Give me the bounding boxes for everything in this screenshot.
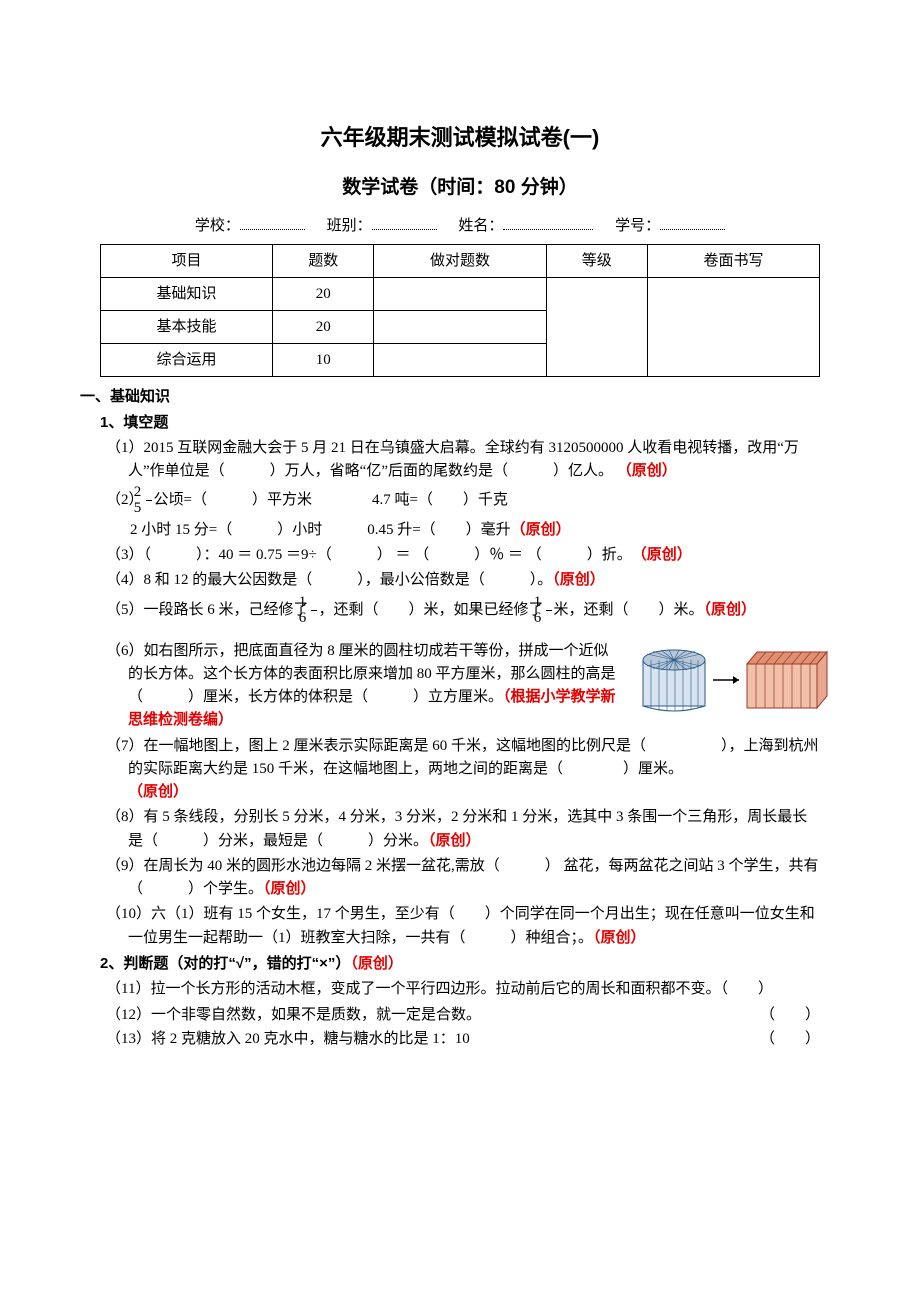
section-1-heading: 一、基础知识	[80, 385, 820, 409]
question-7: （7）在一幅地图上，图上 2 厘米表示实际距离是 60 千米，这幅地图的比例尺是…	[106, 735, 820, 805]
id-blank[interactable]	[660, 214, 725, 230]
frac-den: 6	[546, 611, 552, 626]
q7-text: （7）在一幅地图上，图上 2 厘米表示实际距离是 60 千米，这幅地图的比例尺是…	[106, 738, 819, 777]
tag-original: （原创）	[552, 572, 605, 588]
score-row-basic-knowledge: 基础知识 20	[101, 277, 820, 310]
q5-a: （5）一段路长 6 米，己经修了	[106, 602, 309, 618]
class-blank[interactable]	[372, 214, 437, 230]
tag-original: （原创）	[350, 955, 403, 972]
q5-c: 米，还剩（ ）米。	[554, 602, 704, 618]
q3-text: （3）（ ）：40 ＝ 0.75 ＝9÷（ ） ＝ （ ）％ ＝ （ ）折。	[106, 547, 624, 563]
cell[interactable]	[374, 310, 546, 343]
cell[interactable]	[546, 277, 647, 376]
frac-num: 1	[546, 595, 552, 611]
cell: 10	[273, 343, 374, 376]
col-count: 题数	[273, 244, 374, 277]
q12-text: （12）一个非零自然数，如果不是质数，就一定是合数。	[106, 1003, 752, 1027]
cell: 20	[273, 310, 374, 343]
frac-den: 5	[146, 501, 152, 516]
cell: 基本技能	[101, 310, 273, 343]
tag-original: （原创）	[128, 784, 188, 800]
sub2-text: 2、判断题（对的打“√”，错的打“×”）	[100, 955, 350, 972]
tag-original: （原创）	[511, 522, 571, 538]
student-info-line: 学校： 班别： 姓名： 学号：	[100, 214, 820, 238]
q13-text: （13）将 2 克糖放入 20 克水中，糖与糖水的比是 1：10	[106, 1027, 752, 1051]
question-6: （6）如右图所示，把底面直径为 8 厘米的圆柱切成若干等份，拼成一个近似的长方体…	[106, 640, 820, 733]
subsection-judge: 2、判断题（对的打“√”，错的打“×”）（原创）	[100, 952, 820, 976]
cell[interactable]	[647, 277, 819, 376]
question-10: （10）六（1）班有 15 个女生，17 个男生，至少有（ ）个同学在同一个月出…	[106, 903, 820, 950]
score-header-row: 项目 题数 做对题数 等级 卷面书写	[101, 244, 820, 277]
q5-b: ，还剩（ ）米，如果已经修了	[319, 602, 544, 618]
fraction-1-6: 16	[311, 595, 317, 626]
frac-num: 1	[311, 595, 317, 611]
score-table: 项目 题数 做对题数 等级 卷面书写 基础知识 20 基本技能 20 综合运用 …	[100, 244, 820, 377]
q9-text: （9）在周长为 40 米的圆形水池边每隔 2 米摆一盆花,需放（ ） 盆花，每两…	[106, 858, 819, 897]
col-project: 项目	[101, 244, 273, 277]
col-writing: 卷面书写	[647, 244, 819, 277]
tag-original: （原创）	[617, 463, 677, 479]
school-label: 学校：	[195, 214, 240, 238]
school-blank[interactable]	[240, 214, 305, 230]
name-blank[interactable]	[503, 214, 593, 230]
tag-original: （原创）	[263, 881, 316, 897]
question-12: （12）一个非零自然数，如果不是质数，就一定是合数。 （ ）	[106, 1003, 820, 1027]
cell: 基础知识	[101, 277, 273, 310]
q2b-text: 2 小时 15 分=（ ）小时 0.45 升=（ ）毫升	[130, 522, 511, 538]
cylinder-cuboid-figure	[657, 642, 830, 725]
tag-original: （原创）	[639, 547, 692, 563]
col-grade: 等级	[546, 244, 647, 277]
frac-num: 2	[146, 485, 152, 501]
cell[interactable]	[374, 343, 546, 376]
judge-paren[interactable]: （ ）	[760, 1003, 820, 1027]
question-1: （1）2015 互联网金融大会于 5 月 21 日在乌镇盛大启幕。全球约有 31…	[106, 437, 820, 484]
subsection-fill-blank: 1、填空题	[100, 411, 820, 435]
tag-original: （原创）	[593, 930, 646, 946]
question-9: （9）在周长为 40 米的圆形水池边每隔 2 米摆一盆花,需放（ ） 盆花，每两…	[106, 855, 820, 902]
judge-paren[interactable]: （ ）	[760, 1027, 820, 1051]
fraction-1-6-b: 16	[546, 595, 552, 626]
question-8: （8）有 5 条线段，分别长 5 分米，4 分米，3 分米，2 分米和 1 分米…	[106, 806, 820, 853]
id-label: 学号：	[615, 214, 660, 238]
fraction-2-5: 25	[146, 485, 152, 516]
cell: 综合运用	[101, 343, 273, 376]
exam-title: 六年级期末测试模拟试卷(一)	[100, 120, 820, 155]
question-2a: （2）25公顷=（ ）平方米 4.7 吨=（ ）千克	[106, 485, 820, 516]
q11-text: （11）拉一个长方形的活动木框，变成了一个平行四边形。拉动前后它的周长和面积都不…	[106, 981, 773, 997]
col-correct: 做对题数	[374, 244, 546, 277]
exam-subtitle: 数学试卷（时间：80 分钟）	[100, 173, 820, 203]
q1-text: （1）2015 互联网金融大会于 5 月 21 日在乌镇盛大启幕。全球约有 31…	[106, 440, 799, 479]
question-2b: 2 小时 15 分=（ ）小时 0.45 升=（ ）毫升（原创）	[130, 518, 820, 542]
question-11: （11）拉一个长方形的活动木框，变成了一个平行四边形。拉动前后它的周长和面积都不…	[106, 978, 820, 1001]
tag-original: （原创）	[704, 602, 757, 618]
frac-den: 6	[311, 611, 317, 626]
q4-text: （4）8 和 12 的最大公因数是（ ），最小公倍数是（ ）。	[106, 572, 552, 588]
q10-text: （10）六（1）班有 15 个女生，17 个男生，至少有（ ）个同学在同一个月出…	[106, 906, 815, 945]
cell: 20	[273, 277, 374, 310]
name-label: 姓名：	[458, 214, 503, 238]
cell[interactable]	[374, 277, 546, 310]
question-5: （5）一段路长 6 米，己经修了16，还剩（ ）米，如果已经修了16米，还剩（ …	[106, 595, 820, 626]
question-4: （4）8 和 12 的最大公因数是（ ），最小公倍数是（ ）。（原创）	[106, 569, 820, 592]
question-3: （3）（ ）：40 ＝ 0.75 ＝9÷（ ） ＝ （ ）％ ＝ （ ）折。 （…	[106, 544, 820, 567]
tag-original: （原创）	[428, 833, 481, 849]
q2a-post: 公顷=（ ）平方米 4.7 吨=（ ）千克	[154, 492, 508, 508]
question-13: （13）将 2 克糖放入 20 克水中，糖与糖水的比是 1：10 （ ）	[106, 1027, 820, 1051]
class-label: 班别：	[327, 214, 372, 238]
